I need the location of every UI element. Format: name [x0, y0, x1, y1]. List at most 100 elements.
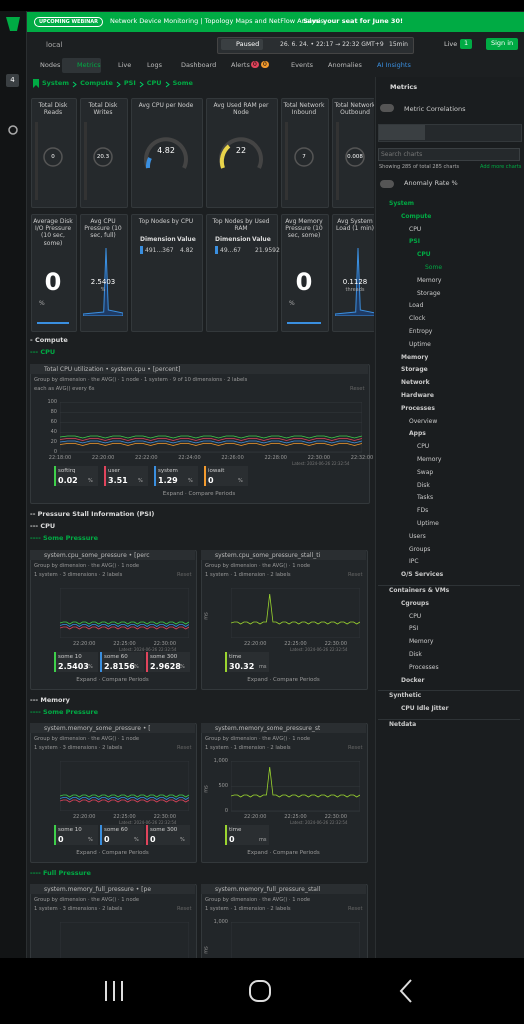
- group-by[interactable]: Group by dimension · the AVG() · 1 node: [34, 897, 140, 904]
- breadcrumb-item[interactable]: CPU: [146, 79, 162, 87]
- group-by[interactable]: Group by dimension · the AVG() · 1 node: [205, 897, 311, 904]
- tree-item[interactable]: CPU: [409, 225, 422, 233]
- each-as[interactable]: 1 system · 3 dimensions · 2 labels: [34, 571, 123, 578]
- legend-item[interactable]: [54, 465, 98, 486]
- each-as[interactable]: 1 system · 1 dimension · 2 labels: [205, 571, 291, 578]
- legend-item[interactable]: [154, 465, 198, 486]
- legend-item[interactable]: [54, 651, 98, 672]
- tree-item[interactable]: Apps: [409, 430, 426, 438]
- each-as[interactable]: 1 system · 3 dimensions · 2 labels: [34, 745, 123, 752]
- tree-item[interactable]: Uptime: [409, 340, 431, 348]
- panel-footer[interactable]: Expand · Compare Periods: [76, 850, 149, 857]
- panel-footer[interactable]: Expand · Compare Periods: [247, 850, 320, 857]
- legend-item[interactable]: [225, 651, 269, 672]
- tree-item[interactable]: Uptime: [417, 520, 439, 527]
- tree-item[interactable]: Disk: [417, 481, 430, 489]
- tree-item[interactable]: Memory: [409, 638, 434, 646]
- group-by[interactable]: Group by dimension · the AVG() · 1 node: [34, 736, 140, 743]
- search-box[interactable]: [378, 148, 520, 161]
- sign-in[interactable]: Sign in: [486, 38, 519, 50]
- pause-button[interactable]: [221, 39, 263, 50]
- tree-item[interactable]: Docker: [401, 676, 425, 684]
- nav-recents[interactable]: [102, 979, 126, 1003]
- breadcrumb-item[interactable]: Some: [172, 79, 193, 87]
- tree-item[interactable]: Network: [401, 379, 430, 387]
- breadcrumb-item[interactable]: PSI: [123, 79, 136, 87]
- legend-item[interactable]: [100, 651, 144, 672]
- legend-item[interactable]: [104, 465, 148, 486]
- legend-item[interactable]: [225, 825, 269, 846]
- tab[interactable]: Dashboard: [181, 61, 217, 69]
- tab[interactable]: Metrics: [77, 61, 101, 69]
- tab[interactable]: Live: [118, 61, 132, 69]
- reset[interactable]: Reset: [177, 745, 192, 752]
- legend-item[interactable]: [100, 825, 144, 846]
- tree-item[interactable]: CPU: [409, 612, 422, 620]
- panel-footer[interactable]: Expand · Compare Periods: [247, 676, 320, 683]
- tree-item[interactable]: Disk: [409, 651, 422, 658]
- group-by[interactable]: Group by dimension · the AVG() · 1 node: [205, 736, 311, 743]
- each-as[interactable]: 1 system · 3 dimensions · 2 labels: [34, 906, 123, 913]
- banner-cta[interactable]: Save your seat for June 30!: [303, 17, 403, 25]
- space-selector[interactable]: local: [46, 41, 63, 49]
- nav-back[interactable]: [396, 978, 416, 1004]
- tree-item[interactable]: Groups: [409, 545, 431, 553]
- time-range[interactable]: 26. 6. 24. • 22:17 → 22:32 GMT+9: [280, 41, 384, 48]
- tree-item[interactable]: Clock: [409, 315, 426, 323]
- tab[interactable]: Anomalies: [328, 61, 362, 69]
- nav-home[interactable]: [247, 978, 273, 1004]
- tree-item[interactable]: Some: [425, 264, 443, 271]
- each-as[interactable]: 1 system · 1 dimension · 2 labels: [205, 745, 291, 752]
- tree-item[interactable]: Memory: [417, 456, 442, 463]
- tree-item[interactable]: Storage: [401, 366, 428, 374]
- tree-item[interactable]: PSI: [409, 238, 420, 246]
- settings-icon[interactable]: [7, 124, 19, 136]
- tree-item[interactable]: Load: [409, 302, 424, 310]
- logo[interactable]: [3, 14, 23, 34]
- tab[interactable]: Events: [291, 61, 314, 69]
- tree-item[interactable]: Memory: [401, 353, 429, 361]
- legend-item[interactable]: [54, 825, 98, 846]
- reset[interactable]: Reset: [348, 571, 363, 578]
- reset[interactable]: Reset: [348, 745, 363, 752]
- tree-item[interactable]: Overview: [409, 417, 438, 425]
- legend-item[interactable]: [204, 465, 248, 486]
- panel-footer[interactable]: Expand · Compare Periods: [76, 676, 149, 683]
- group-by[interactable]: Group by dimension · the AVG() · 1 node: [205, 562, 311, 569]
- each-as[interactable]: each as AVG() every 6s: [34, 385, 95, 392]
- active-sidebar-tab[interactable]: [379, 125, 425, 140]
- panel-footer[interactable]: Expand · Compare Periods: [162, 490, 236, 497]
- tree-item[interactable]: PSI: [409, 625, 419, 633]
- tree-item[interactable]: Tasks: [417, 494, 434, 502]
- each-as[interactable]: 1 system · 1 dimension · 2 labels: [205, 906, 291, 913]
- tree-item[interactable]: Compute: [401, 212, 432, 220]
- correlation-toggle[interactable]: [380, 104, 394, 112]
- tree-item[interactable]: System: [389, 200, 414, 207]
- rail-badge[interactable]: 4: [6, 74, 19, 87]
- tree-item[interactable]: Swap: [417, 468, 434, 476]
- tree-item[interactable]: Users: [409, 532, 426, 540]
- tree-item[interactable]: Synthetic: [389, 692, 422, 700]
- reset[interactable]: Reset: [348, 906, 363, 913]
- tree-item[interactable]: Storage: [417, 289, 441, 297]
- reset[interactable]: Reset: [177, 571, 192, 578]
- tree-item[interactable]: CPU: [417, 251, 431, 259]
- tree-item[interactable]: O/S Services: [401, 571, 444, 579]
- tree-item[interactable]: CPU: [417, 443, 430, 451]
- legend-item[interactable]: [146, 651, 190, 672]
- tree-item[interactable]: Entropy: [409, 328, 433, 335]
- breadcrumb-item[interactable]: Compute: [80, 79, 113, 87]
- tree-item[interactable]: Memory: [417, 276, 442, 284]
- tree-item[interactable]: Processes: [409, 663, 439, 671]
- tab[interactable]: Nodes: [40, 61, 61, 69]
- tab[interactable]: Alerts: [231, 61, 250, 69]
- tree-item[interactable]: CPU Idle Jitter: [401, 705, 449, 713]
- legend-item[interactable]: [146, 825, 190, 846]
- tree-item[interactable]: IPC: [409, 558, 419, 566]
- tab[interactable]: Logs: [147, 61, 162, 69]
- tree-item[interactable]: Cgroups: [401, 599, 429, 607]
- group-by[interactable]: Group by dimension · the AVG() · 1 node: [34, 562, 140, 569]
- add-charts[interactable]: Add more charts: [480, 164, 522, 170]
- reset[interactable]: Reset: [177, 906, 192, 913]
- tree-item[interactable]: Hardware: [401, 392, 434, 399]
